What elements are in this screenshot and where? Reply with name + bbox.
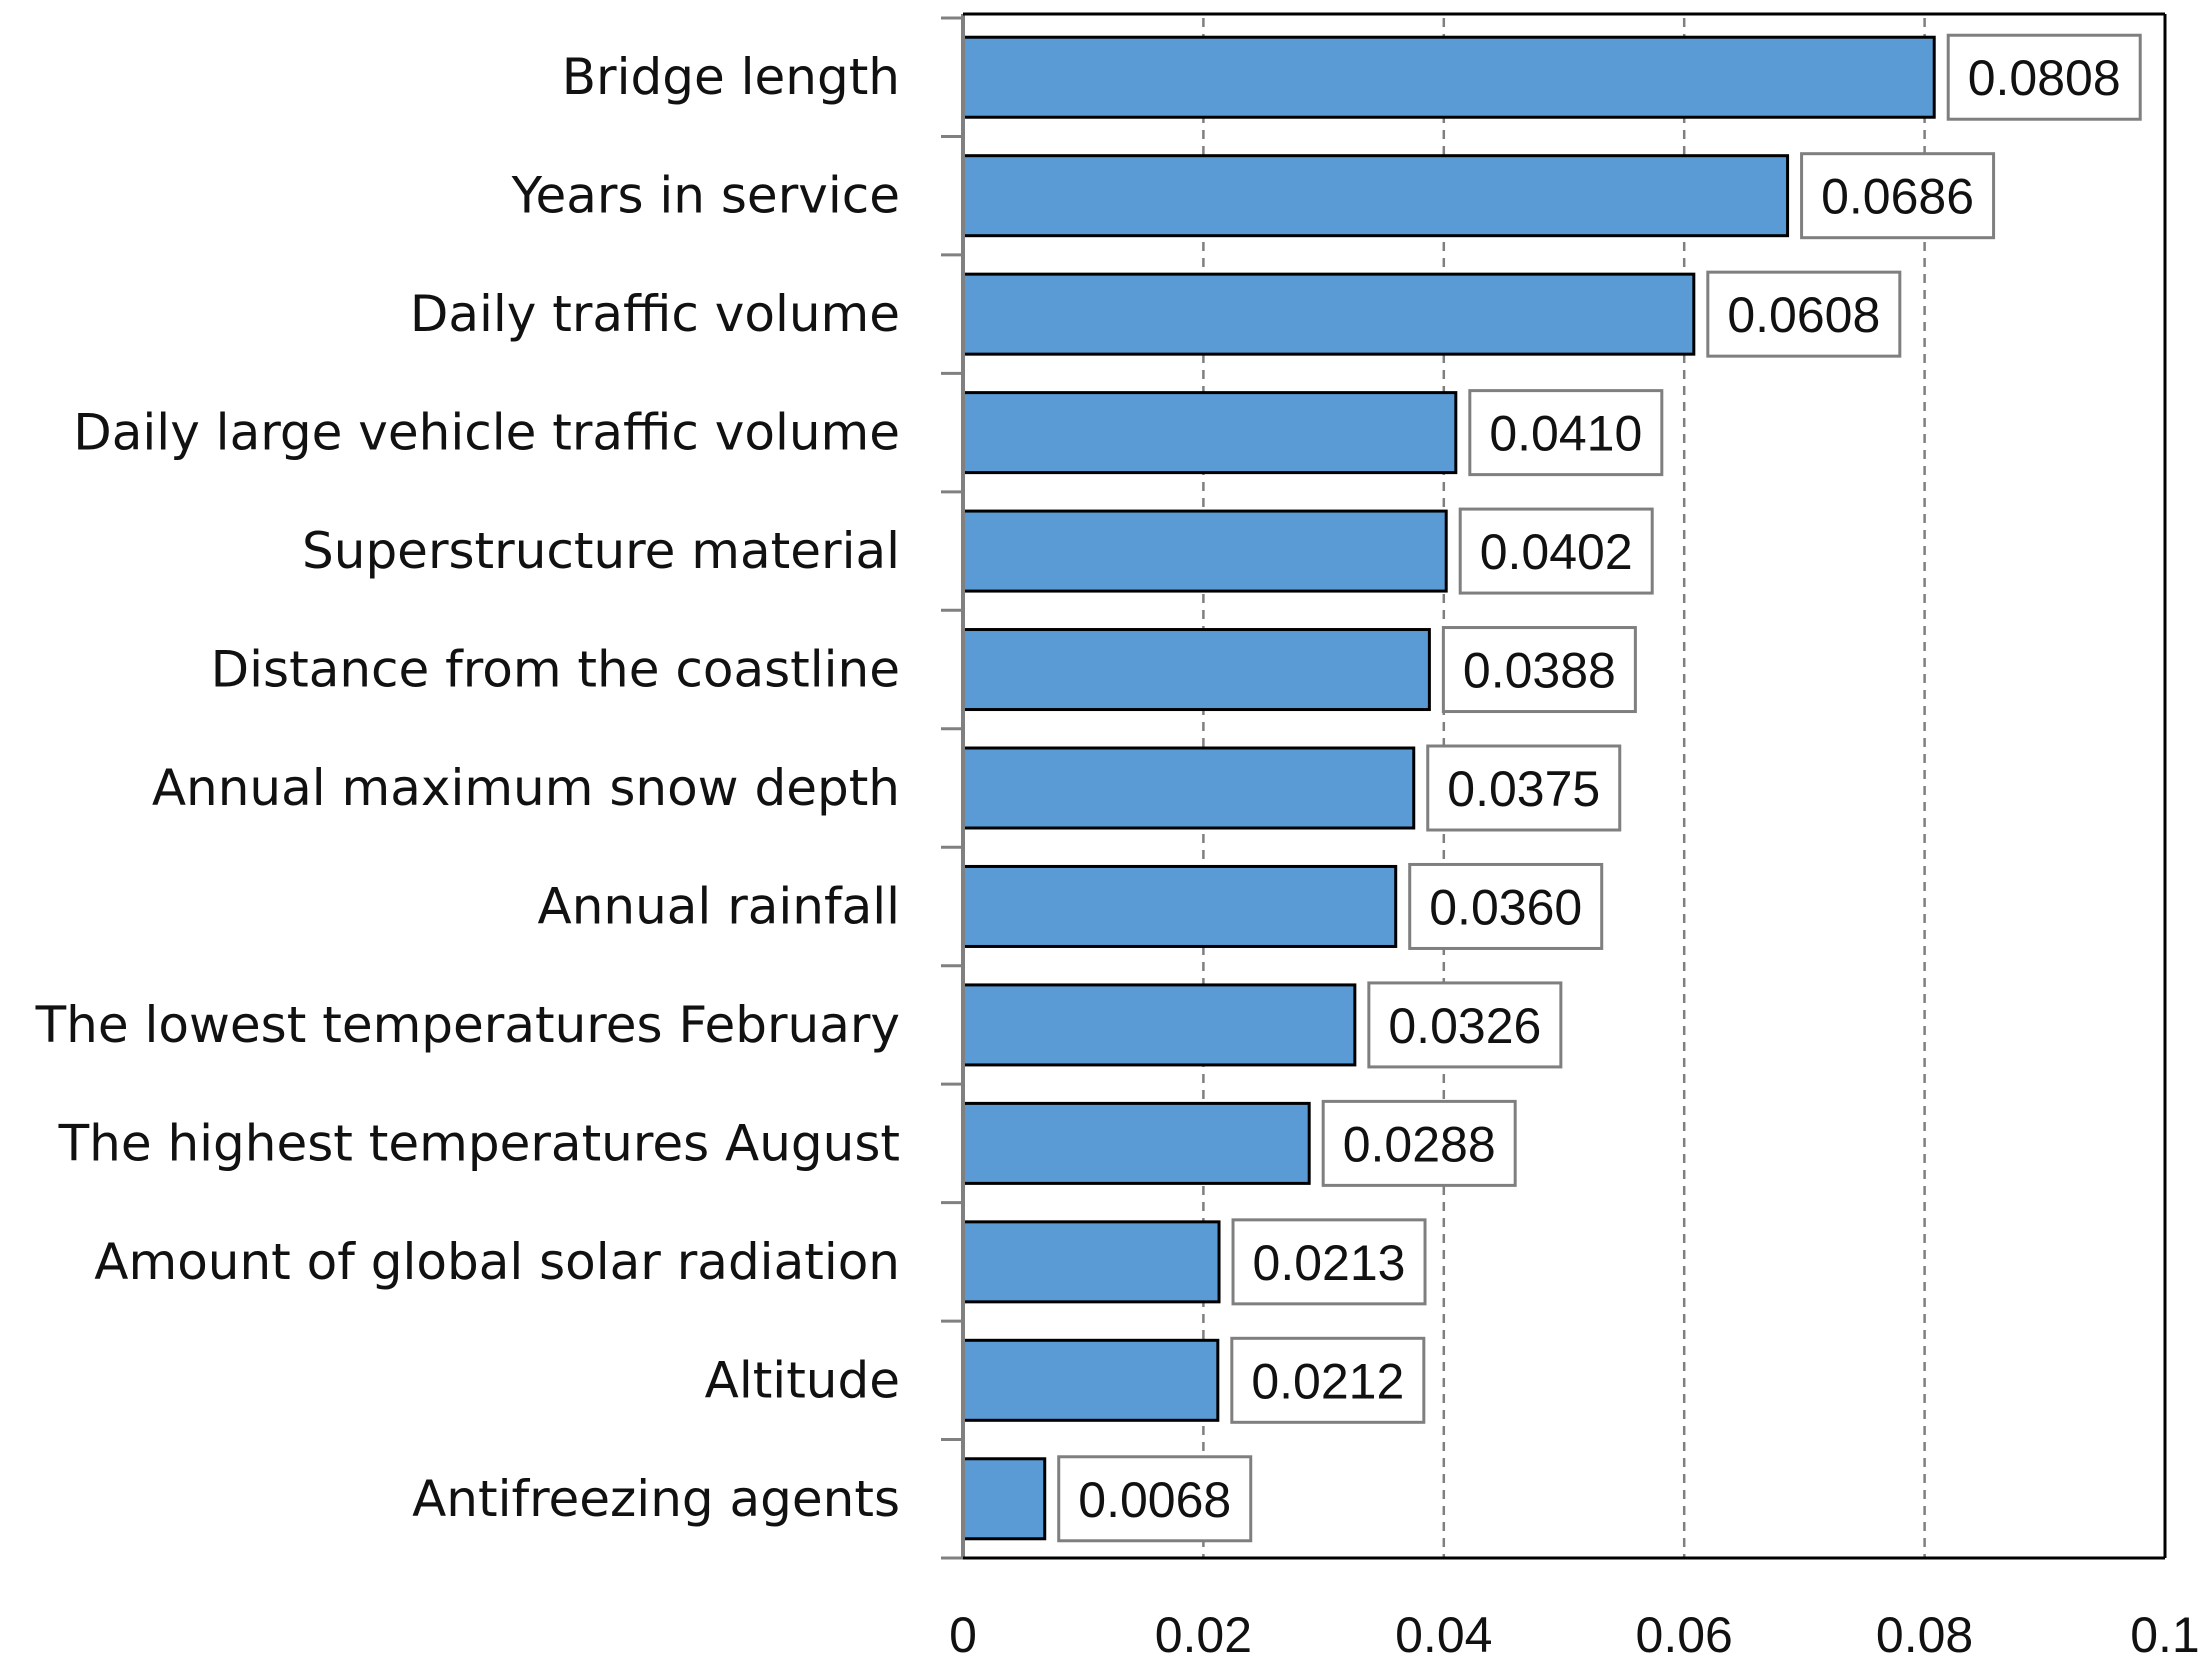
data-label: 0.0402: [1480, 524, 1633, 580]
bars: [961, 35, 1936, 1541]
category-label: Daily traffic volume: [410, 285, 900, 343]
bar: [961, 509, 1448, 593]
data-label: 0.0212: [1251, 1353, 1404, 1409]
bar: [961, 1220, 1221, 1304]
data-label-box: [1458, 507, 1654, 595]
data-label: 0.0375: [1447, 761, 1600, 817]
data-label-box: [1408, 862, 1604, 950]
x-tick-label: 0.06: [1636, 1607, 1733, 1663]
x-tick-labels: 0 0.02 0.04 0.06 0.08 0.1: [949, 1607, 2200, 1663]
category-label: The lowest temperatures February: [35, 996, 900, 1054]
bar: [961, 1457, 1047, 1541]
data-label: 0.0410: [1489, 406, 1642, 462]
category-label: Annual maximum snow depth: [152, 759, 900, 817]
category-label: Annual rainfall: [538, 877, 901, 935]
data-label-box: [1468, 389, 1664, 477]
category-labels: Bridge length Years in service Daily traff…: [35, 48, 900, 1528]
category-label: Bridge length: [562, 48, 900, 106]
data-label-box: [1426, 744, 1622, 832]
data-label-box: [1321, 1099, 1517, 1187]
x-tick-label: 0.04: [1395, 1607, 1492, 1663]
x-tick-label: 0.1: [2130, 1607, 2200, 1663]
bar: [961, 154, 1790, 238]
bar: [961, 1101, 1311, 1185]
data-label-box: [1441, 626, 1637, 714]
data-label-box: [1230, 1336, 1426, 1424]
x-tick-label: 0: [949, 1607, 977, 1663]
bar: [961, 272, 1696, 356]
data-label: 0.0686: [1821, 169, 1974, 225]
bar: [961, 983, 1357, 1067]
data-label: 0.0388: [1463, 643, 1616, 699]
data-label: 0.0068: [1078, 1472, 1231, 1528]
data-label: 0.0808: [1968, 50, 2121, 106]
x-tick-label: 0.02: [1155, 1607, 1252, 1663]
data-label-box: [1706, 270, 1902, 358]
category-label: Daily large vehicle traffic volume: [73, 404, 900, 462]
bar: [961, 391, 1458, 475]
data-label-box: [1057, 1455, 1253, 1543]
data-label-box: [1800, 152, 1996, 240]
data-label-box: [1946, 33, 2142, 121]
data-label: 0.0608: [1727, 287, 1880, 343]
bar: [961, 746, 1416, 830]
bar: [961, 35, 1936, 119]
bar: [961, 1338, 1220, 1422]
category-label: The highest temperatures August: [58, 1114, 900, 1172]
data-label-box: [1367, 981, 1563, 1069]
data-label: 0.0213: [1253, 1235, 1406, 1291]
axes: [941, 12, 2167, 1560]
data-label-box: [1231, 1218, 1427, 1306]
data-labels: 0.0808 0.0686 0.0608 0.0410 0.0402 0.0388 0.03…: [1057, 33, 2142, 1543]
data-label: 0.0360: [1429, 879, 1582, 935]
category-label: Superstructure material: [302, 522, 900, 580]
category-label: Distance from the coastline: [211, 641, 900, 699]
bar: [961, 628, 1431, 712]
x-tick-label: 0.08: [1876, 1607, 1973, 1663]
data-label: 0.0326: [1388, 998, 1541, 1054]
category-label: Antifreezing agents: [412, 1470, 900, 1528]
category-label: Altitude: [705, 1351, 900, 1409]
category-label: Years in service: [511, 167, 900, 225]
data-label: 0.0288: [1343, 1116, 1496, 1172]
category-label: Amount of global solar radiation: [94, 1233, 900, 1291]
bar: [961, 864, 1398, 948]
